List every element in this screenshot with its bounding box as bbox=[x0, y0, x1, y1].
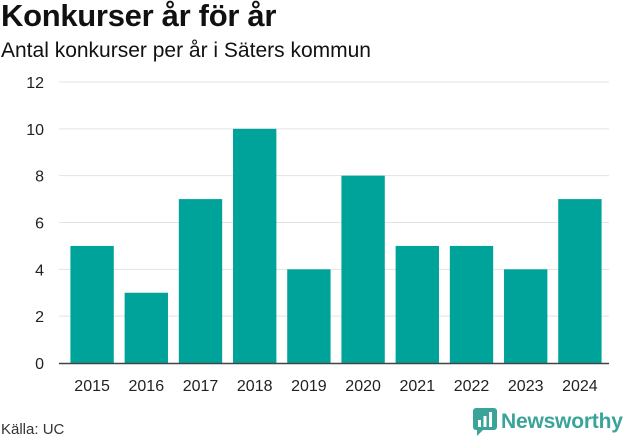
x-tick-label: 2015 bbox=[74, 378, 110, 395]
bar-2016 bbox=[124, 292, 168, 363]
x-tick-label: 2021 bbox=[400, 378, 436, 395]
bar-2020 bbox=[341, 175, 385, 363]
chart-subtitle: Antal konkurser per år i Säters kommun bbox=[1, 39, 371, 62]
bar-2021 bbox=[395, 245, 439, 363]
bar-2017 bbox=[178, 199, 223, 363]
brand-name: Newsworthy bbox=[501, 410, 623, 433]
bar-2015 bbox=[70, 245, 114, 363]
y-axis-ticks: 0 2 4 6 8 10 12 bbox=[26, 75, 44, 373]
x-tick-label: 2017 bbox=[183, 378, 219, 395]
y-tick-label: 2 bbox=[35, 309, 44, 326]
y-tick-label: 6 bbox=[35, 216, 44, 233]
y-tick-label: 10 bbox=[26, 122, 44, 139]
bar-2023 bbox=[504, 269, 548, 363]
y-tick-label: 0 bbox=[35, 356, 44, 373]
x-tick-label: 2019 bbox=[291, 378, 327, 395]
bars bbox=[70, 128, 602, 363]
x-axis-ticks: 2015 2016 2017 2018 2019 2020 2021 2022 2023 2024 bbox=[74, 378, 597, 395]
x-tick-label: 2020 bbox=[345, 378, 381, 395]
chart-title: Konkurser år för år bbox=[1, 0, 277, 33]
x-tick-label: 2016 bbox=[129, 378, 165, 395]
x-tick-label: 2024 bbox=[562, 378, 598, 395]
bar-2019 bbox=[287, 269, 331, 363]
newsworthy-logo-icon bbox=[473, 408, 497, 436]
brand-logo: Newsworthy bbox=[473, 408, 623, 436]
x-tick-label: 2022 bbox=[454, 378, 490, 395]
y-tick-label: 8 bbox=[35, 169, 44, 186]
y-tick-label: 12 bbox=[26, 75, 44, 92]
bar-2024 bbox=[558, 199, 602, 363]
source-note: Källa: UC bbox=[1, 421, 65, 438]
y-tick-label: 4 bbox=[35, 262, 44, 279]
bar-2022 bbox=[449, 245, 494, 363]
x-tick-label: 2023 bbox=[508, 378, 544, 395]
x-tick-label: 2018 bbox=[237, 378, 273, 395]
bar-2018 bbox=[233, 128, 277, 363]
